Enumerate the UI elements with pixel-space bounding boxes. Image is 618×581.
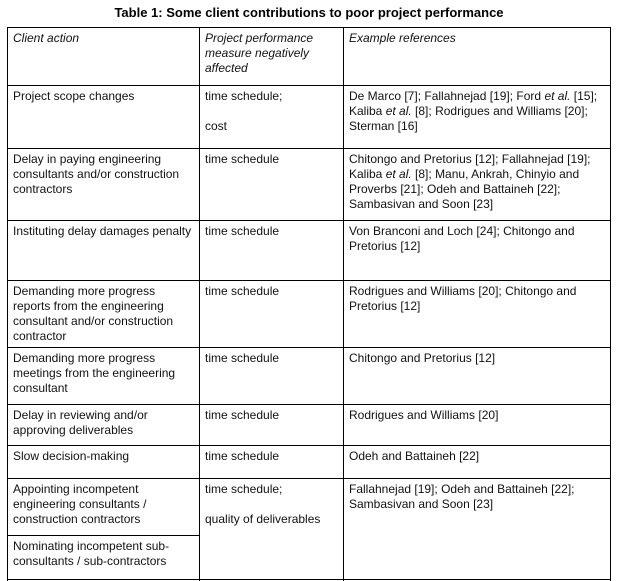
header-row: Client action Project performance measur… bbox=[7, 27, 611, 86]
measure-cell: time schedule bbox=[199, 148, 344, 221]
refs-cell: Rodrigues and Williams [20] bbox=[343, 404, 611, 446]
refs-cell: Odeh and Battaineh [22] bbox=[343, 445, 611, 479]
header-client-action: Client action bbox=[7, 27, 200, 86]
refs-cell: Chitongo and Pretorius [12] bbox=[343, 347, 611, 405]
ref-text: Rodrigues and Williams [20] bbox=[349, 408, 499, 422]
table-caption: Table 1: Some client contributions to po… bbox=[114, 5, 504, 20]
refs-cell: Rodrigues and Williams [20]; Chitongo an… bbox=[343, 280, 611, 348]
measure-cell: time schedule; cost bbox=[199, 85, 344, 149]
ref-text: Chitongo and Pretorius [12] bbox=[349, 351, 496, 365]
table-row: Instituting delay damages penalty time s… bbox=[7, 220, 611, 281]
cropped-row bbox=[7, 579, 611, 581]
table-row: Slow decision-making time schedule Odeh … bbox=[7, 445, 611, 479]
ref-text: [8]; Rodrigues and Williams [20]; Sterma… bbox=[349, 104, 588, 133]
table-row: Demanding more progress reports from the… bbox=[7, 280, 611, 348]
measure-cell: time schedule bbox=[199, 445, 344, 479]
table-row: Appointing incompetent engineering consu… bbox=[7, 478, 611, 580]
ref-text: Fallahnejad [19]; Odeh and Battaineh [22… bbox=[349, 482, 575, 511]
ref-text: Chitongo and Pretorius [12]; Fallahnejad… bbox=[349, 152, 591, 181]
ref-text-italic: et al. bbox=[385, 104, 412, 118]
header-performance-measure: Project performance measure negatively a… bbox=[199, 27, 344, 86]
action-cell: Delay in reviewing and/or approving deli… bbox=[7, 404, 200, 446]
ref-text: Odeh and Battaineh [22] bbox=[349, 449, 480, 463]
measure-cell: time schedule bbox=[199, 404, 344, 446]
action-cell: Instituting delay damages penalty bbox=[7, 220, 200, 281]
measure-cell: time schedule bbox=[199, 347, 344, 405]
measure-cell: time schedule bbox=[199, 280, 344, 348]
table-row: Delay in reviewing and/or approving deli… bbox=[7, 404, 611, 446]
table-row: Project scope changes time schedule; cos… bbox=[7, 85, 611, 149]
refs-cell: Von Branconi and Loch [24]; Chitongo and… bbox=[343, 220, 611, 281]
action-cell: Slow decision-making bbox=[7, 445, 200, 479]
ref-text-italic: et al. bbox=[544, 89, 571, 103]
action-cell: Nominating incompetent sub-consultants /… bbox=[7, 535, 200, 580]
action-cell: Delay in paying engineering consultants … bbox=[7, 148, 200, 221]
table-row: Demanding more progress meetings from th… bbox=[7, 347, 611, 405]
action-cell: Demanding more progress reports from the… bbox=[7, 280, 200, 348]
refs-cell: De Marco [7]; Fallahnejad [19]; Ford et … bbox=[343, 85, 611, 149]
ref-text-italic: et al. bbox=[385, 167, 412, 181]
measure-cell: time schedule bbox=[199, 220, 344, 281]
refs-cell: Chitongo and Pretorius [12]; Fallahnejad… bbox=[343, 148, 611, 221]
ref-text: Rodrigues and Williams [20]; Chitongo an… bbox=[349, 284, 577, 313]
cropped-row-cell bbox=[343, 579, 611, 581]
measure-cell: time schedule; quality of deliverables bbox=[199, 478, 344, 580]
action-cell: Demanding more progress meetings from th… bbox=[7, 347, 200, 405]
refs-cell: Fallahnejad [19]; Odeh and Battaineh [22… bbox=[343, 478, 611, 580]
ref-text: De Marco [7]; Fallahnejad [19]; Ford bbox=[349, 89, 545, 103]
action-cell: Project scope changes bbox=[7, 85, 200, 149]
header-example-references: Example references bbox=[343, 27, 611, 86]
ref-text: [8]; Manu, Ankrah, Chinyio and Proverbs … bbox=[349, 167, 580, 211]
ref-text: [15]; Kaliba bbox=[349, 89, 598, 118]
ref-text: Von Branconi and Loch [24]; Chitongo and… bbox=[349, 224, 575, 253]
client-contributions-table: Client action Project performance measur… bbox=[7, 27, 611, 581]
action-cell: Appointing incompetent engineering consu… bbox=[7, 478, 200, 536]
table-row: Nominating incompetent sub-consultants /… bbox=[7, 535, 611, 580]
table-row: Delay in paying engineering consultants … bbox=[7, 148, 611, 221]
